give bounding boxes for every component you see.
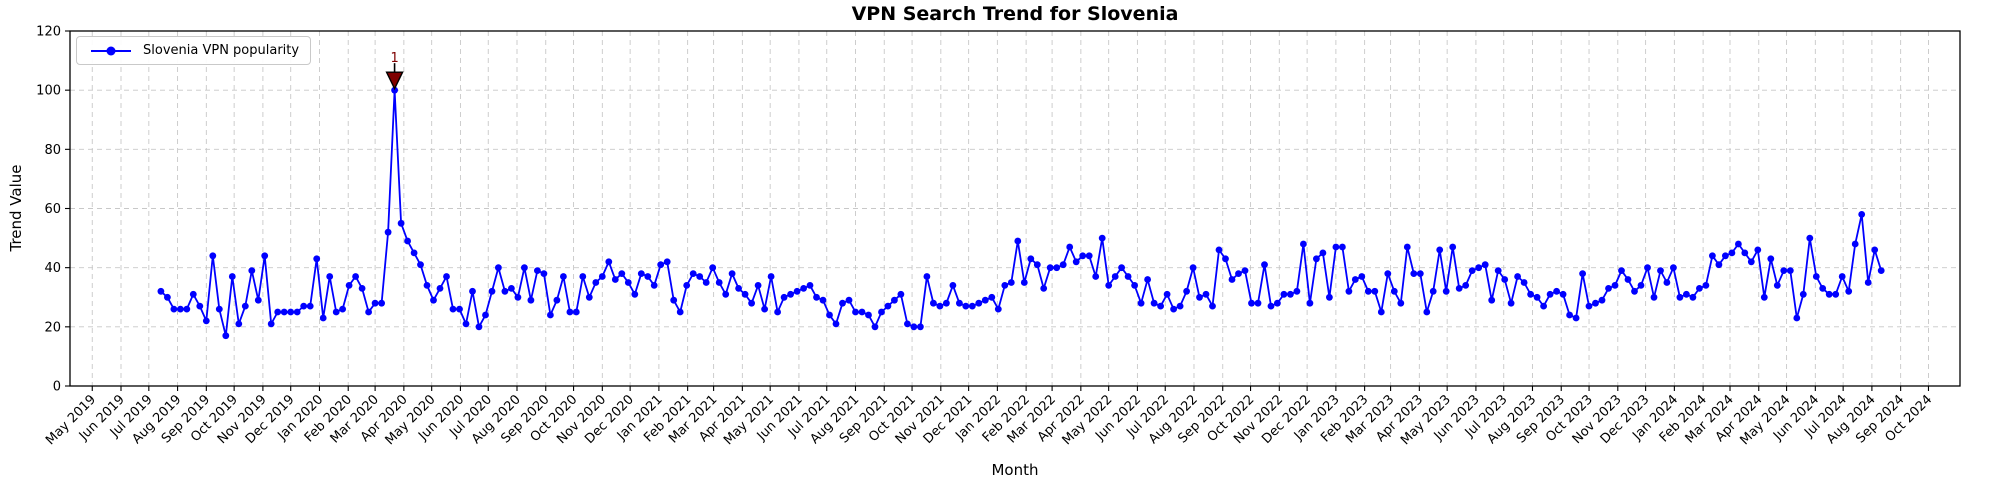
y-tick-label: 60 (44, 202, 61, 217)
peak-annotation-label: 1 (390, 51, 398, 66)
y-tick-label: 20 (44, 320, 61, 335)
data-point-markers (157, 86, 1885, 340)
legend-line-marker-swatch (91, 46, 131, 55)
y-tick-label: 100 (36, 84, 61, 99)
y-axis-label: Trend Value (7, 164, 25, 252)
y-tick-label: 0 (53, 380, 61, 395)
legend: Slovenia VPN popularity (76, 36, 312, 65)
peak-annotation: 1 (385, 51, 404, 91)
peak-triangle-marker (385, 71, 404, 91)
chart-title: VPN Search Trend for Slovenia (851, 3, 1179, 25)
gridlines (70, 30, 1960, 387)
y-tick-label: 40 (44, 261, 61, 276)
plot-border (69, 30, 1961, 387)
x-axis-label: Month (991, 461, 1039, 479)
y-tick-label: 120 (36, 25, 61, 40)
legend-label: Slovenia VPN popularity (143, 43, 300, 58)
tick-marks (65, 30, 1930, 391)
y-tick-label: 80 (44, 143, 61, 158)
y-tick-labels: 0 20 40 60 80 100 120 (36, 25, 61, 395)
data-series-line (160, 90, 1883, 336)
